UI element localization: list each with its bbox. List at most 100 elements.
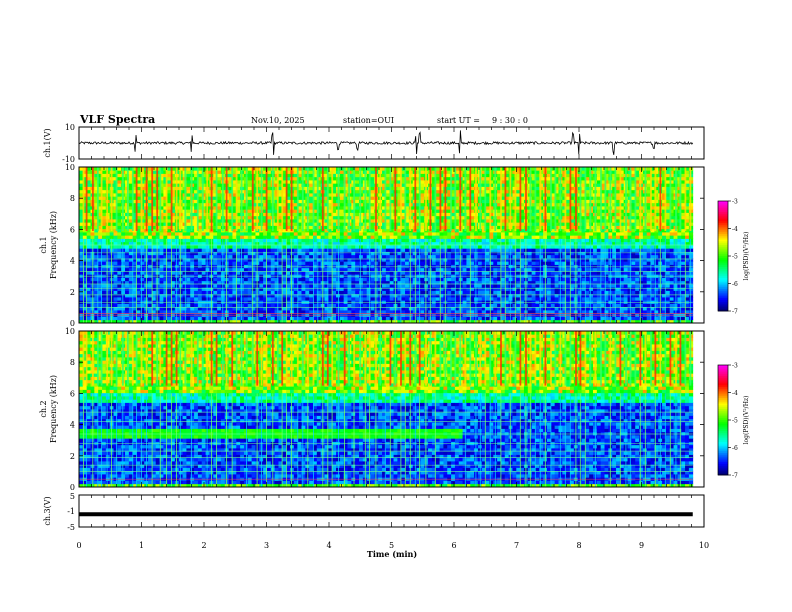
spectrogram-cell bbox=[86, 202, 91, 207]
spectrogram-cell bbox=[385, 241, 391, 246]
spectrogram-cell bbox=[282, 206, 287, 210]
spectrogram-cell bbox=[351, 258, 356, 262]
spectrogram-cell bbox=[151, 193, 157, 197]
spectrogram-cell bbox=[263, 248, 268, 252]
spectrogram-cell bbox=[382, 303, 387, 308]
spectrogram-cell bbox=[186, 248, 191, 252]
spectrogram-cell bbox=[439, 196, 444, 200]
spectrogram-cell bbox=[217, 238, 222, 243]
spectrogram-cell bbox=[393, 235, 398, 239]
spectrogram-cell bbox=[278, 186, 283, 191]
spectrogram-cell bbox=[385, 183, 391, 187]
spectrogram-cell bbox=[405, 196, 410, 200]
spectrogram-cell bbox=[309, 300, 314, 304]
spectrogram-cell bbox=[140, 267, 145, 272]
spectrogram-cell bbox=[435, 180, 440, 184]
spectrogram-cell bbox=[286, 232, 291, 236]
spectrogram-cell bbox=[94, 176, 99, 181]
spectrogram-cell bbox=[343, 189, 348, 194]
spectrogram-cell bbox=[140, 293, 145, 298]
spectrogram-cell bbox=[98, 284, 103, 288]
spectrogram-cell bbox=[324, 261, 329, 265]
spectrogram-cell bbox=[217, 303, 222, 308]
spectrogram-cell bbox=[94, 277, 99, 282]
spectrogram-cell bbox=[274, 290, 279, 295]
spectrogram-cell bbox=[155, 248, 160, 252]
spectrogram-cell bbox=[121, 261, 126, 265]
spectrogram-cell bbox=[347, 248, 352, 252]
spectrogram-cell bbox=[167, 310, 172, 314]
spectrogram-cell bbox=[309, 310, 314, 314]
spectrogram-cell bbox=[431, 284, 437, 288]
spectrogram-cell bbox=[255, 303, 260, 308]
spectrogram-cell bbox=[431, 170, 437, 174]
spectrogram-cell bbox=[389, 196, 394, 200]
spectrogram-cell bbox=[163, 264, 168, 269]
spectrogram-cell bbox=[205, 264, 210, 269]
spectrogram-cell bbox=[454, 258, 460, 262]
spectrogram-cell bbox=[470, 245, 475, 249]
spectrogram-cell bbox=[447, 319, 452, 324]
spectrogram-cell bbox=[167, 238, 172, 243]
spectrogram-cell bbox=[278, 297, 283, 301]
spectrogram-cell bbox=[197, 167, 203, 171]
spectrogram-cell bbox=[94, 293, 99, 298]
spectrogram-cell bbox=[397, 306, 402, 311]
spectrogram-cell bbox=[171, 170, 176, 174]
spectrogram-cell bbox=[405, 170, 410, 174]
spectrogram-cell bbox=[309, 167, 314, 171]
spectrogram-cell bbox=[316, 251, 322, 256]
spectrogram-cell bbox=[408, 241, 414, 246]
spectrogram-cell bbox=[113, 264, 118, 269]
spectrogram-cell bbox=[366, 280, 371, 285]
spectrogram-cell bbox=[282, 271, 287, 275]
spectrogram-cell bbox=[266, 176, 272, 181]
spectrogram-cell bbox=[462, 254, 467, 259]
spectrogram-cell bbox=[416, 170, 421, 174]
spectrogram-cell bbox=[255, 271, 260, 275]
spectrogram-cell bbox=[451, 251, 456, 256]
spectrogram-cell bbox=[251, 293, 256, 298]
spectrogram-cell bbox=[263, 277, 268, 282]
spectrogram-cell bbox=[439, 176, 444, 181]
spectrogram-cell bbox=[339, 319, 345, 324]
spectrogram-cell bbox=[136, 209, 141, 213]
spectrogram-cell bbox=[174, 284, 180, 288]
spectrogram-cell bbox=[466, 316, 471, 321]
spectrogram-cell bbox=[309, 193, 314, 197]
spectrogram-cell bbox=[148, 267, 153, 272]
spectrogram-cell bbox=[385, 193, 391, 197]
spectrogram-cell bbox=[382, 170, 387, 174]
spectrogram-cell bbox=[102, 284, 107, 288]
spectrogram-cell bbox=[197, 297, 203, 301]
spectrogram-cell bbox=[405, 319, 410, 324]
spectrogram-cell bbox=[79, 310, 84, 314]
spectrogram-cell bbox=[274, 219, 279, 223]
spectrogram-cell bbox=[117, 238, 122, 243]
spectrogram-cell bbox=[266, 170, 272, 174]
spectrogram-cell bbox=[332, 189, 337, 194]
spectrogram-cell bbox=[454, 319, 460, 324]
spectrogram-cell bbox=[98, 170, 103, 174]
spectrogram-cell bbox=[232, 280, 237, 285]
spectrogram-cell bbox=[466, 232, 471, 236]
spectrogram-cell bbox=[117, 306, 122, 311]
spectrogram-cell bbox=[263, 199, 268, 204]
spectrogram-cell bbox=[79, 293, 84, 298]
spectrogram-cell bbox=[197, 248, 203, 252]
spectrogram-cell bbox=[355, 251, 360, 256]
spectrogram-cell bbox=[128, 173, 134, 178]
spectrogram-cell bbox=[297, 189, 302, 194]
spectrogram-cell bbox=[401, 271, 406, 275]
spectrogram-cell bbox=[270, 238, 276, 243]
spectrogram-cell bbox=[186, 316, 191, 321]
spectrogram-cell bbox=[117, 189, 122, 194]
spectrogram-cell bbox=[466, 267, 471, 272]
spectrogram-cell bbox=[167, 290, 172, 295]
spectrogram-cell bbox=[102, 241, 107, 246]
spectrogram-cell bbox=[343, 293, 348, 298]
spectrogram-cell bbox=[339, 225, 345, 230]
spectrogram-cell bbox=[416, 215, 421, 220]
spectrogram-cell bbox=[293, 254, 299, 259]
spectrogram-cell bbox=[286, 222, 291, 226]
